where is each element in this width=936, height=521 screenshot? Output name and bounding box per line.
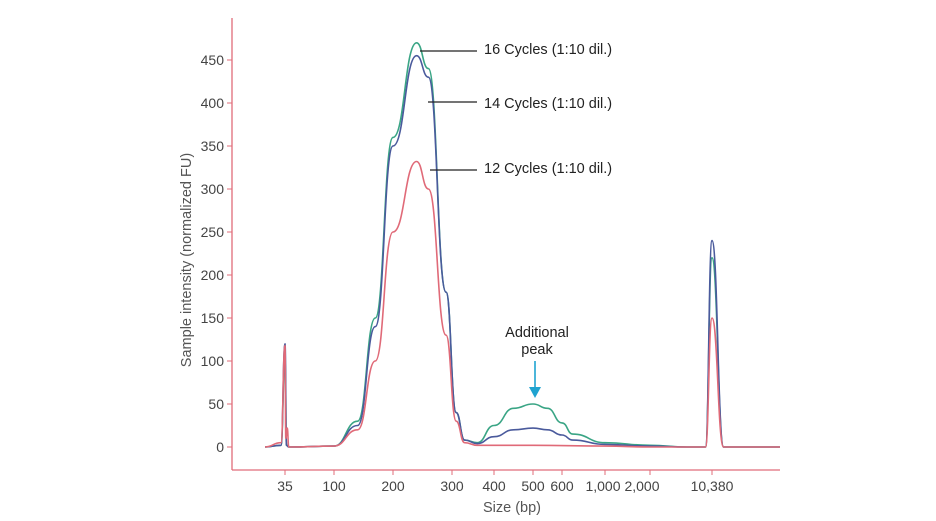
x-tick-label: 600 <box>550 478 574 494</box>
x-tick-label: 100 <box>322 478 346 494</box>
y-tick-label: 200 <box>201 267 225 283</box>
x-tick-label: 500 <box>521 478 545 494</box>
x-tick-label: 400 <box>482 478 506 494</box>
x-tick-label: 10,380 <box>691 478 734 494</box>
x-tick-label: 35 <box>277 478 293 494</box>
y-tick-label: 100 <box>201 353 225 369</box>
x-tick-label: 2,000 <box>624 478 659 494</box>
annotation-layer: 16 Cycles (1:10 dil.) 14 Cycles (1:10 dil… <box>420 42 612 398</box>
additional-peak-arrow-icon <box>529 387 541 398</box>
y-tick-label: 450 <box>201 52 225 68</box>
series-annotation-label: 14 Cycles (1:10 dil.) <box>484 96 612 112</box>
y-tick-label: 250 <box>201 224 225 240</box>
series-annotation-label: 12 Cycles (1:10 dil.) <box>484 161 612 177</box>
series-line-2 <box>264 54 780 448</box>
series-layer <box>264 42 780 448</box>
y-axis-ticks: 0 50 100 150 200 250 300 350 400 450 <box>201 52 232 455</box>
additional-peak-label-line1: Additional <box>505 325 569 341</box>
x-axis-title: Size (bp) <box>483 500 541 516</box>
plot-area: 0 50 100 150 200 250 300 350 400 450 35 100 200 300 4… <box>201 18 780 494</box>
y-tick-label: 300 <box>201 181 225 197</box>
series-line-3 <box>264 160 780 448</box>
y-tick-label: 150 <box>201 310 225 326</box>
x-tick-label: 300 <box>440 478 464 494</box>
additional-peak-label-line2: peak <box>521 342 553 358</box>
y-tick-label: 400 <box>201 95 225 111</box>
y-tick-label: 0 <box>216 439 224 455</box>
y-tick-label: 350 <box>201 138 225 154</box>
y-tick-label: 50 <box>208 396 224 412</box>
y-axis-title: Sample intensity (normalized FU) <box>179 153 195 367</box>
x-tick-label: 1,000 <box>585 478 620 494</box>
series-annotation-label: 16 Cycles (1:10 dil.) <box>484 42 612 58</box>
x-tick-label: 200 <box>381 478 405 494</box>
x-axis-ticks: 35 100 200 300 400 500 600 1,000 2,000 10,380 <box>277 470 734 494</box>
